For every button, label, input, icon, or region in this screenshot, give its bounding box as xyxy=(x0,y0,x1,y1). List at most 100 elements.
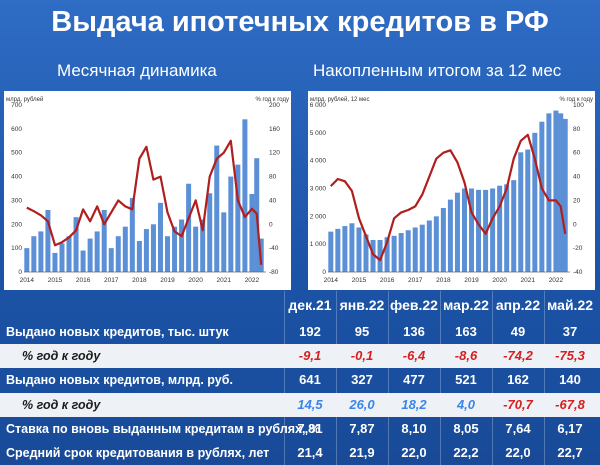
row-label: % год к году xyxy=(22,349,101,364)
table-cell: 140 xyxy=(559,372,581,388)
x-tick-label: 2017 xyxy=(104,277,119,284)
column-header: май.22 xyxy=(546,297,594,313)
bar xyxy=(342,226,348,272)
table-cell: -67,8 xyxy=(555,396,585,412)
table-cell: 22,2 xyxy=(453,445,479,460)
bar xyxy=(562,118,568,273)
bar xyxy=(228,176,234,272)
bar xyxy=(242,119,248,272)
left-tick-label: 300 xyxy=(11,197,22,204)
table-cell: 7,81 xyxy=(297,420,323,436)
table-cell: 6,17 xyxy=(557,420,583,436)
bar xyxy=(115,236,121,272)
x-tick-label: 2016 xyxy=(76,277,91,284)
bar xyxy=(461,188,467,272)
mortgage-table: дек.21 янв.22 фев.22 мар.22 апр.22 май.22 Выда… xyxy=(0,291,600,465)
left-tick-label: 4 000 xyxy=(310,158,327,165)
right-tick-label: -80 xyxy=(269,269,279,276)
bar xyxy=(24,248,30,272)
table-cell: -6,4 xyxy=(402,348,426,364)
right-tick-label: 160 xyxy=(269,126,280,133)
table-cell: 4,0 xyxy=(456,396,476,412)
bar xyxy=(165,236,171,272)
table-cell: -75,3 xyxy=(555,348,585,364)
x-tick-label: 2017 xyxy=(408,277,423,284)
bar xyxy=(193,226,199,272)
bar xyxy=(207,193,213,272)
x-tick-label: 2015 xyxy=(48,277,63,284)
bar xyxy=(356,227,362,272)
bar xyxy=(426,220,432,272)
bar xyxy=(476,189,482,272)
bar xyxy=(335,228,341,272)
bar xyxy=(214,145,220,272)
bar xyxy=(249,193,255,272)
bar xyxy=(73,217,79,272)
table-cell: 22,7 xyxy=(557,445,583,460)
column-header: дек.21 xyxy=(288,297,332,313)
right-tick-label: 120 xyxy=(269,150,280,157)
bar xyxy=(370,239,376,272)
bar xyxy=(200,219,206,272)
left-tick-label: 700 xyxy=(11,102,22,109)
bar xyxy=(469,188,475,272)
right-axis-label: % год к году xyxy=(560,97,594,103)
table-cell: 95 xyxy=(354,324,370,339)
right-tick-label: -40 xyxy=(269,245,279,252)
left-axis-label: млрд. рублей, 12 мес xyxy=(310,96,370,103)
bar xyxy=(454,192,460,272)
x-tick-label: 2018 xyxy=(436,277,451,284)
x-tick-label: 2022 xyxy=(549,277,564,284)
table-cell: 22,0 xyxy=(401,445,427,460)
table-cell: 8,10 xyxy=(401,420,427,436)
x-tick-label: 2014 xyxy=(324,277,339,284)
bar xyxy=(31,236,37,272)
bar xyxy=(398,233,404,272)
table-cell: -70,7 xyxy=(503,396,533,412)
x-tick-label: 2020 xyxy=(492,277,507,284)
column-divider xyxy=(336,291,337,465)
x-tick-label: 2018 xyxy=(132,277,147,284)
table-cell: 477 xyxy=(403,372,425,388)
bar xyxy=(179,219,185,272)
row-label: % год к году xyxy=(22,397,101,412)
table-cell: 641 xyxy=(299,372,321,388)
bar xyxy=(377,239,383,272)
right-tick-label: 0 xyxy=(269,221,273,228)
x-tick-label: 2022 xyxy=(245,277,260,284)
bar xyxy=(412,227,418,272)
column-divider xyxy=(388,291,389,465)
table-cell: 327 xyxy=(351,372,373,388)
column-header: мар.22 xyxy=(443,297,489,313)
bar xyxy=(546,113,552,272)
left-tick-label: 400 xyxy=(11,174,22,181)
cumulative-chart: млрд. рублей, 12 мес % год к году 0 1 000 2 … xyxy=(310,96,594,284)
column-divider xyxy=(544,291,545,465)
x-tick-label: 2021 xyxy=(521,277,536,284)
right-axis-label: % год к году xyxy=(256,97,290,103)
bar xyxy=(328,231,334,272)
chart2-title: Накопленным итогом за 12 мес xyxy=(313,61,562,80)
table-cell: 22,0 xyxy=(505,445,531,460)
right-tick-label: 80 xyxy=(269,174,277,181)
bar xyxy=(483,189,489,272)
yoy-line xyxy=(330,133,567,262)
right-tick-label: 40 xyxy=(269,197,277,204)
left-tick-label: 6 000 xyxy=(310,102,327,109)
x-tick-label: 2019 xyxy=(160,277,175,284)
monthly-chart: млрд. рублей% год к году0100200300400500… xyxy=(6,96,290,284)
bar xyxy=(405,230,411,272)
bar xyxy=(349,223,355,272)
table-row: Ставка по вновь выданным кредитам в рубл… xyxy=(0,417,600,441)
table-cell: 7,87 xyxy=(349,420,375,436)
bar xyxy=(384,237,390,272)
table-row: Средний срок кредитования в рублях, лет 2… xyxy=(0,441,600,465)
bar xyxy=(38,231,44,272)
x-tick-label: 2021 xyxy=(217,277,232,284)
x-tick-label: 2019 xyxy=(464,277,479,284)
table-cell: 163 xyxy=(455,324,477,339)
bar xyxy=(558,113,564,272)
left-tick-label: 600 xyxy=(11,126,22,133)
bar xyxy=(221,212,227,272)
left-tick-label: 200 xyxy=(11,221,22,228)
